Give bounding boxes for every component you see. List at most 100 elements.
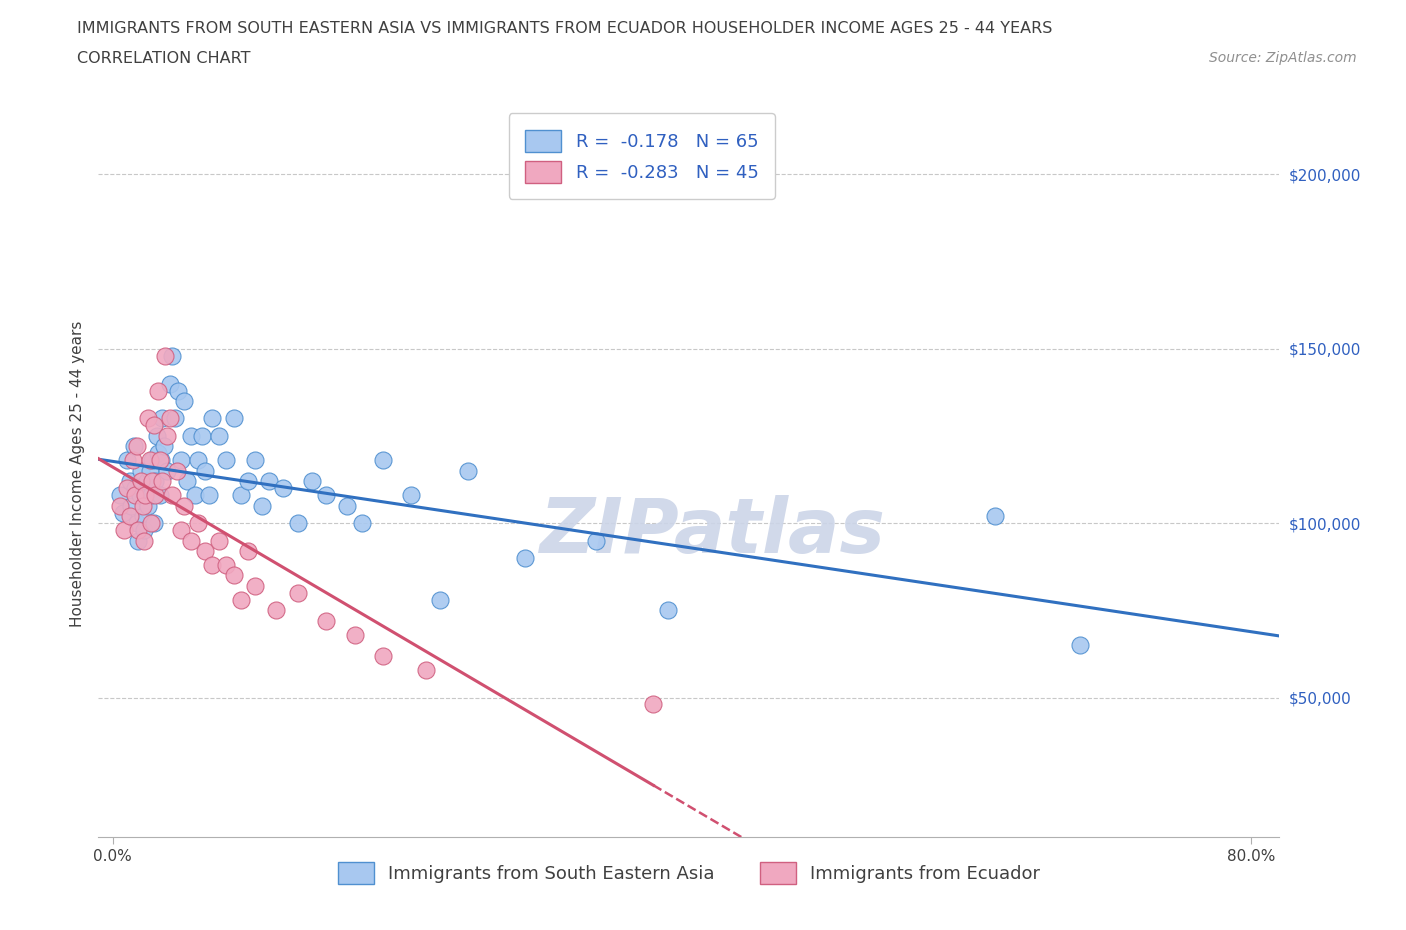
Point xyxy=(141,474,163,489)
Point xyxy=(657,603,679,618)
Point xyxy=(343,628,366,643)
Point xyxy=(215,453,238,468)
Point xyxy=(315,614,337,629)
Point xyxy=(457,463,479,478)
Point xyxy=(429,592,451,607)
Point xyxy=(115,481,138,496)
Point xyxy=(208,429,231,444)
Point xyxy=(156,463,179,478)
Point xyxy=(112,523,135,538)
Point xyxy=(180,533,202,548)
Point xyxy=(134,487,156,502)
Point xyxy=(315,487,337,502)
Y-axis label: Householder Income Ages 25 - 44 years: Householder Income Ages 25 - 44 years xyxy=(69,321,84,628)
Point xyxy=(139,487,162,502)
Point xyxy=(287,586,309,601)
Point xyxy=(159,377,181,392)
Point xyxy=(148,383,170,398)
Point xyxy=(585,533,607,548)
Point xyxy=(336,498,359,513)
Point xyxy=(643,698,665,712)
Point xyxy=(350,515,373,530)
Text: IMMIGRANTS FROM SOUTH EASTERN ASIA VS IMMIGRANTS FROM ECUADOR HOUSEHOLDER INCOME: IMMIGRANTS FROM SOUTH EASTERN ASIA VS IM… xyxy=(77,21,1053,36)
Point xyxy=(162,487,184,502)
Point xyxy=(166,463,188,478)
Point xyxy=(162,349,184,364)
Point xyxy=(108,498,131,513)
Point xyxy=(124,481,146,496)
Point xyxy=(201,558,224,573)
Point xyxy=(143,474,166,489)
Point xyxy=(142,515,165,530)
Point xyxy=(129,474,152,489)
Point xyxy=(984,509,1007,524)
Point xyxy=(125,515,148,530)
Point xyxy=(125,439,148,454)
Point xyxy=(131,498,153,513)
Point xyxy=(236,543,259,558)
Point xyxy=(118,474,141,489)
Point xyxy=(229,592,252,607)
Point xyxy=(371,453,394,468)
Point xyxy=(215,558,238,573)
Point xyxy=(187,515,209,530)
Point xyxy=(173,498,195,513)
Point xyxy=(187,453,209,468)
Point xyxy=(156,429,179,444)
Point xyxy=(149,487,172,502)
Point xyxy=(132,523,155,538)
Point xyxy=(128,487,150,502)
Point xyxy=(401,487,423,502)
Point xyxy=(222,568,245,583)
Point xyxy=(148,446,170,461)
Point xyxy=(173,393,195,408)
Point xyxy=(1069,638,1091,653)
Point xyxy=(371,648,394,663)
Text: Source: ZipAtlas.com: Source: ZipAtlas.com xyxy=(1209,51,1357,65)
Point xyxy=(142,418,165,433)
Point xyxy=(208,533,231,548)
Point xyxy=(229,487,252,502)
Point xyxy=(515,551,537,565)
Point xyxy=(118,509,141,524)
Point xyxy=(124,487,146,502)
Point xyxy=(257,474,280,489)
Text: CORRELATION CHART: CORRELATION CHART xyxy=(77,51,250,66)
Point xyxy=(139,515,162,530)
Point xyxy=(243,453,266,468)
Point xyxy=(170,523,193,538)
Point xyxy=(122,439,145,454)
Point xyxy=(415,662,437,677)
Point xyxy=(236,474,259,489)
Legend: Immigrants from South Eastern Asia, Immigrants from Ecuador: Immigrants from South Eastern Asia, Immi… xyxy=(329,853,1049,893)
Point xyxy=(194,463,217,478)
Point xyxy=(108,487,131,502)
Point xyxy=(134,487,156,502)
Point xyxy=(155,349,177,364)
Point xyxy=(287,515,309,530)
Point xyxy=(184,487,207,502)
Point xyxy=(266,603,288,618)
Point xyxy=(152,474,174,489)
Point xyxy=(167,383,190,398)
Point xyxy=(136,498,159,513)
Point xyxy=(127,523,149,538)
Point xyxy=(145,429,167,444)
Point xyxy=(141,453,163,468)
Point xyxy=(115,453,138,468)
Point xyxy=(159,411,181,426)
Point xyxy=(152,411,174,426)
Point xyxy=(176,474,198,489)
Point xyxy=(136,411,159,426)
Point xyxy=(198,487,221,502)
Point xyxy=(120,498,142,513)
Point xyxy=(129,463,152,478)
Point xyxy=(135,474,157,489)
Point xyxy=(201,411,224,426)
Point xyxy=(138,453,160,468)
Point xyxy=(165,411,187,426)
Text: ZIPatlas: ZIPatlas xyxy=(540,496,886,569)
Point xyxy=(111,505,134,520)
Point xyxy=(143,487,166,502)
Point xyxy=(301,474,323,489)
